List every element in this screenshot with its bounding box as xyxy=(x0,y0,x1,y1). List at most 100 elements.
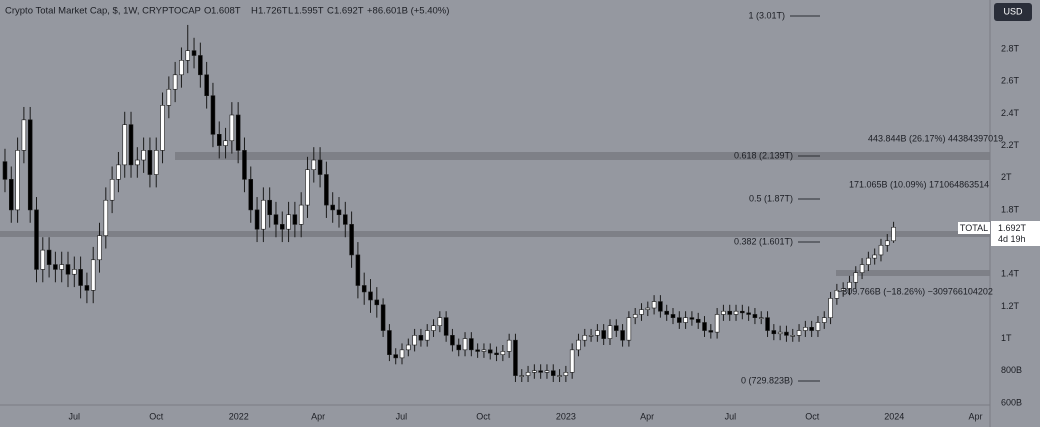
candle-body xyxy=(853,272,859,283)
candle-body xyxy=(626,317,632,341)
candle-body xyxy=(393,354,398,359)
candle-body xyxy=(551,370,556,376)
candle-body xyxy=(179,60,184,76)
currency-label[interactable]: USD xyxy=(1003,6,1023,16)
candle-body xyxy=(280,224,285,230)
annotation: 0.382 (1.601T) xyxy=(734,236,793,246)
candle-body xyxy=(141,150,146,161)
candle-body xyxy=(128,124,134,166)
candle-body xyxy=(475,349,480,352)
candle-body xyxy=(456,344,461,351)
candle-body xyxy=(866,257,871,265)
candle-body xyxy=(406,344,411,351)
candle-body xyxy=(204,74,209,97)
legend-change: +86.601B (+5.40%) xyxy=(367,6,449,17)
candle-body xyxy=(97,235,102,261)
candle-body xyxy=(834,290,840,299)
x-tick-label: Oct xyxy=(805,411,820,421)
candle-body xyxy=(689,317,695,320)
candle-body xyxy=(109,179,115,201)
candle-body xyxy=(431,325,436,331)
candle-body xyxy=(582,335,588,341)
resistance-band xyxy=(175,152,990,160)
candle-body xyxy=(809,327,814,331)
symbol-tag xyxy=(958,222,990,234)
annotation: 1 (3.01T) xyxy=(748,10,785,20)
candle-body xyxy=(620,330,625,341)
y-tick-label: 2T xyxy=(1001,172,1012,182)
candle-body xyxy=(286,214,291,230)
annotation: −309.766B (−18.26%) −309766104202 xyxy=(837,286,993,296)
candle-body xyxy=(242,150,247,180)
candle-body xyxy=(683,317,688,323)
last-price: 1.692T xyxy=(998,223,1027,233)
candle-body xyxy=(519,375,525,377)
candle-body xyxy=(27,119,33,211)
x-tick-label: Jul xyxy=(69,411,81,421)
candle-body xyxy=(153,150,159,175)
legend-low: 1.595T xyxy=(294,6,324,17)
candle-body xyxy=(191,50,197,56)
candle-body xyxy=(261,199,266,230)
candle-body xyxy=(651,301,657,309)
candle-body xyxy=(84,285,90,291)
candle-body xyxy=(544,370,550,373)
legend-close: 1.692T xyxy=(334,6,364,17)
candles xyxy=(2,24,896,382)
candle-body xyxy=(815,322,821,331)
legend-high-key: H xyxy=(251,6,258,17)
candle-body xyxy=(658,301,663,312)
candle-body xyxy=(878,244,884,256)
candle-body xyxy=(506,339,512,352)
candle-body xyxy=(714,314,720,333)
x-tick-label: Jul xyxy=(396,411,408,421)
candle-body xyxy=(443,317,449,336)
candle-body xyxy=(777,331,783,335)
candle-body xyxy=(708,330,714,333)
candle-body xyxy=(9,179,14,211)
x-tick-label: Apr xyxy=(640,411,654,421)
candle-body xyxy=(450,335,455,346)
candle-body xyxy=(885,240,890,246)
candle-body xyxy=(135,159,140,166)
currency-button[interactable] xyxy=(994,3,1032,21)
symbol-label: TOTAL xyxy=(960,223,988,233)
candle-body xyxy=(847,281,852,290)
candle-body xyxy=(469,338,474,351)
candle-body xyxy=(267,199,272,216)
candle-body xyxy=(670,314,676,318)
candle-body xyxy=(122,124,127,166)
candle-body xyxy=(343,214,348,225)
x-tick-label: Apr xyxy=(968,411,982,421)
legend-open-key: O xyxy=(204,6,211,17)
candle-body xyxy=(336,209,342,216)
candle-body xyxy=(601,330,606,339)
candle-body xyxy=(160,105,165,151)
candle-body xyxy=(374,299,380,306)
candle-body xyxy=(90,259,96,291)
legend-low-key: L xyxy=(288,6,293,17)
candle-body xyxy=(355,254,361,286)
y-tick-label: 1.4T xyxy=(1001,269,1020,279)
x-tick-label: 2024 xyxy=(884,411,904,421)
candle-body xyxy=(229,114,235,142)
candle-body xyxy=(532,370,537,373)
y-tick-label: 2.4T xyxy=(1001,108,1020,118)
candle-body xyxy=(116,164,121,180)
candle-body xyxy=(557,375,562,377)
candle-body xyxy=(273,214,279,225)
candle-body xyxy=(349,224,354,256)
candle-body xyxy=(740,310,745,314)
y-tick-label: 600B xyxy=(1001,397,1022,407)
x-tick-label: 2022 xyxy=(229,411,249,421)
candle-body xyxy=(210,95,216,135)
candle-body xyxy=(311,159,317,170)
candle-body xyxy=(399,349,405,359)
candle-body xyxy=(34,209,39,270)
candle-body xyxy=(494,352,499,355)
y-tick-label: 2.8T xyxy=(1001,43,1020,53)
candle-body xyxy=(462,338,468,351)
legend-open: 1.608T xyxy=(211,6,241,17)
